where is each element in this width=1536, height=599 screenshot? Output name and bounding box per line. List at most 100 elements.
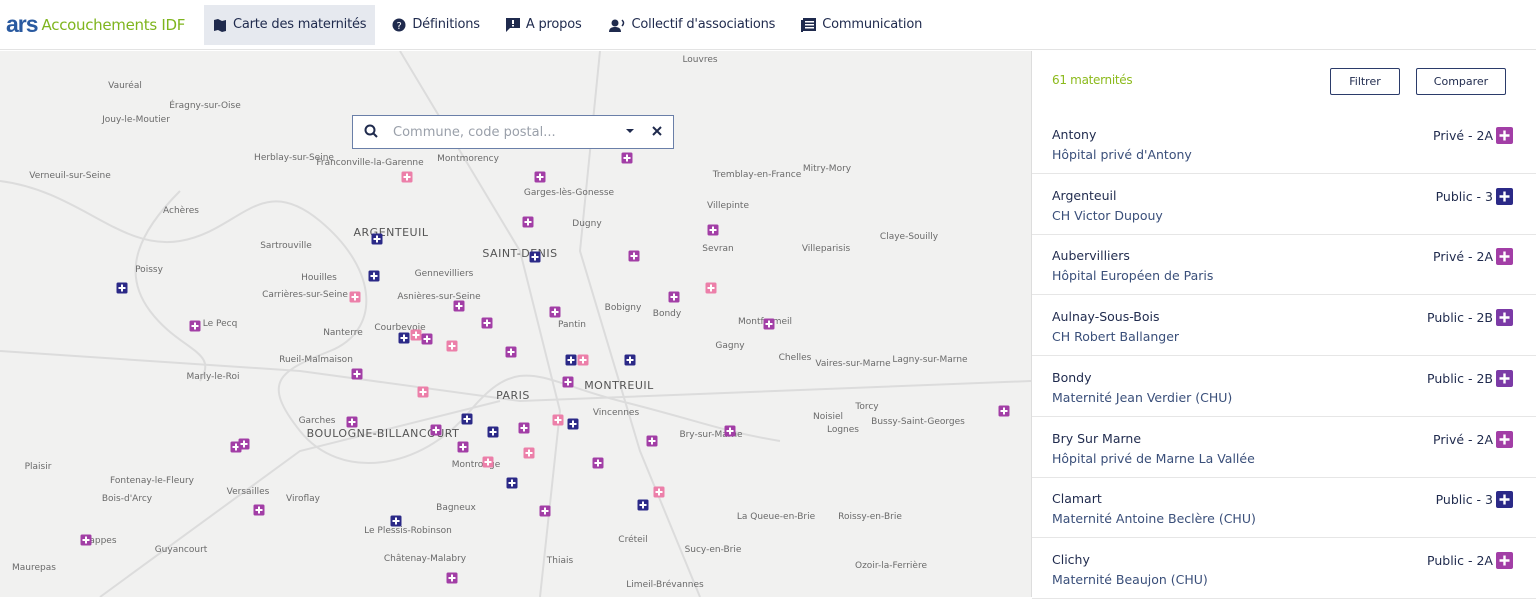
map[interactable]: Louvres Vauréal Éragny-sur-Oise Jouy-le-Mou… <box>0 51 1031 597</box>
place-label: Marly-le-Roi <box>186 372 239 382</box>
maternity-marker[interactable] <box>410 329 422 341</box>
maternity-marker[interactable] <box>637 499 649 511</box>
maternity-marker[interactable] <box>763 318 775 330</box>
nav-link[interactable]: A propos <box>497 5 591 45</box>
maternity-marker[interactable] <box>368 270 380 282</box>
maternity-marker[interactable] <box>518 422 530 434</box>
maternity-marker[interactable] <box>80 534 92 546</box>
maternity-marker[interactable] <box>668 291 680 303</box>
place-label: Viroflay <box>286 494 321 504</box>
type-icon <box>1496 491 1513 509</box>
place-label: Limeil-Brévannes <box>626 579 704 590</box>
place-label: Gennevilliers <box>415 269 474 279</box>
maternity-marker[interactable] <box>417 386 429 398</box>
maternity-marker[interactable] <box>539 505 551 517</box>
maternity-marker[interactable] <box>565 354 577 366</box>
place-label: Bobigny <box>605 303 642 313</box>
maternity-marker[interactable] <box>253 504 265 516</box>
marker-cross <box>707 284 715 292</box>
maternity-marker[interactable] <box>505 346 517 358</box>
marker-cross <box>459 443 467 451</box>
maternity-marker[interactable] <box>562 376 574 388</box>
marker-cross <box>232 443 240 451</box>
maternity-marker[interactable] <box>457 441 469 453</box>
marker-cross <box>551 308 559 316</box>
maternity-marker[interactable] <box>522 216 534 228</box>
maternity-marker[interactable] <box>529 251 541 263</box>
maternity-marker[interactable] <box>506 477 518 489</box>
maternity-marker[interactable] <box>523 447 535 459</box>
maternity-marker[interactable] <box>351 368 363 380</box>
maternity-row[interactable]: Antony Hôpital privé d'Antony Privé - 2A <box>1032 113 1536 174</box>
maternity-marker[interactable] <box>371 233 383 245</box>
maternity-marker[interactable] <box>446 340 458 352</box>
nav-link[interactable]: Carte des maternités <box>204 4 376 45</box>
maternity-marker[interactable] <box>653 486 665 498</box>
maternity-marker[interactable] <box>552 414 564 426</box>
search-box[interactable]: Commune, code postal... <box>352 115 674 149</box>
maternity-marker[interactable] <box>707 224 719 236</box>
maternity-marker[interactable] <box>398 332 410 344</box>
logo[interactable]: ars Accouchements IDF <box>0 11 204 38</box>
maternity-marker[interactable] <box>592 457 604 469</box>
maternity-marker[interactable] <box>567 418 579 430</box>
compare-button[interactable]: Comparer <box>1416 68 1506 95</box>
filter-button[interactable]: Filtrer <box>1330 68 1400 95</box>
place-label: Garches <box>299 416 336 426</box>
maternity-marker[interactable] <box>577 354 589 366</box>
maternity-marker[interactable] <box>724 425 736 437</box>
maternity-row[interactable]: Bry Sur Marne Hôpital privé de Marne La V… <box>1032 417 1536 478</box>
maternity-row[interactable]: Argenteuil CH Victor Dupouy Public - 3 <box>1032 174 1536 235</box>
maternity-marker[interactable] <box>349 291 361 303</box>
maternity-marker[interactable] <box>998 405 1010 417</box>
maternity-row[interactable]: Clamart Maternité Antoine Beclère (CHU) Pu… <box>1032 477 1536 539</box>
maternity-marker[interactable] <box>116 282 128 294</box>
marker-cross <box>191 322 199 330</box>
city: Antony <box>1052 127 1097 142</box>
hospital-name: CH Robert Ballanger <box>1052 329 1180 345</box>
marker-cross <box>373 235 381 243</box>
maternity-row[interactable]: Aubervilliers Hôpital Européen de Paris Pr… <box>1032 234 1536 296</box>
maternity-marker[interactable] <box>628 250 640 262</box>
maternity-marker[interactable] <box>401 171 413 183</box>
place-label: MONTREUIL <box>584 379 654 392</box>
marker-cross <box>255 506 263 514</box>
marker-cross <box>489 428 497 436</box>
place-label: Herblay-sur-Seine <box>254 153 334 163</box>
maternity-marker[interactable] <box>446 572 458 584</box>
nav-link[interactable]: Communication <box>792 5 931 45</box>
place-label: Sartrouville <box>260 241 312 251</box>
maternity-row[interactable]: Aulnay-Sous-Bois CH Robert Ballanger Publi… <box>1032 295 1536 357</box>
marker-cross <box>370 272 378 280</box>
maternity-marker[interactable] <box>624 354 636 366</box>
maternity-marker[interactable] <box>705 282 717 294</box>
maternity-marker[interactable] <box>346 416 358 428</box>
maternity-marker[interactable] <box>189 320 201 332</box>
place-label: Bry-sur-Marne <box>679 430 743 440</box>
place-label: Chelles <box>779 353 812 363</box>
type-icon <box>1496 551 1513 569</box>
maternity-row[interactable]: Clichy Maternité Beaujon (CHU) Public - 2A <box>1032 538 1536 599</box>
nav-link[interactable]: Collectif d'associations <box>599 5 785 45</box>
maternity-marker[interactable] <box>238 438 250 450</box>
maternity-marker[interactable] <box>421 333 433 345</box>
maternity-marker[interactable] <box>646 435 658 447</box>
maternity-marker[interactable] <box>621 152 633 164</box>
maternity-marker[interactable] <box>390 515 402 527</box>
maternity-marker[interactable] <box>481 317 493 329</box>
maternity-row[interactable]: Bondy Maternité Jean Verdier (CHU) Public … <box>1032 356 1536 417</box>
nav-link[interactable]: ? Définitions <box>383 5 489 45</box>
maternity-marker[interactable] <box>549 306 561 318</box>
place-label: Houilles <box>301 273 337 283</box>
place-label: Le Pecq <box>203 319 238 329</box>
marker-cross <box>403 173 411 181</box>
marker-cross <box>348 418 356 426</box>
marker-cross <box>554 416 562 424</box>
maternity-marker[interactable] <box>461 413 473 425</box>
maternity-marker[interactable] <box>453 300 465 312</box>
maternity-marker[interactable] <box>534 171 546 183</box>
maternity-marker[interactable] <box>487 426 499 438</box>
maternity-marker[interactable] <box>430 424 442 436</box>
maternity-marker[interactable] <box>482 456 494 468</box>
search-controls[interactable] <box>623 115 673 149</box>
